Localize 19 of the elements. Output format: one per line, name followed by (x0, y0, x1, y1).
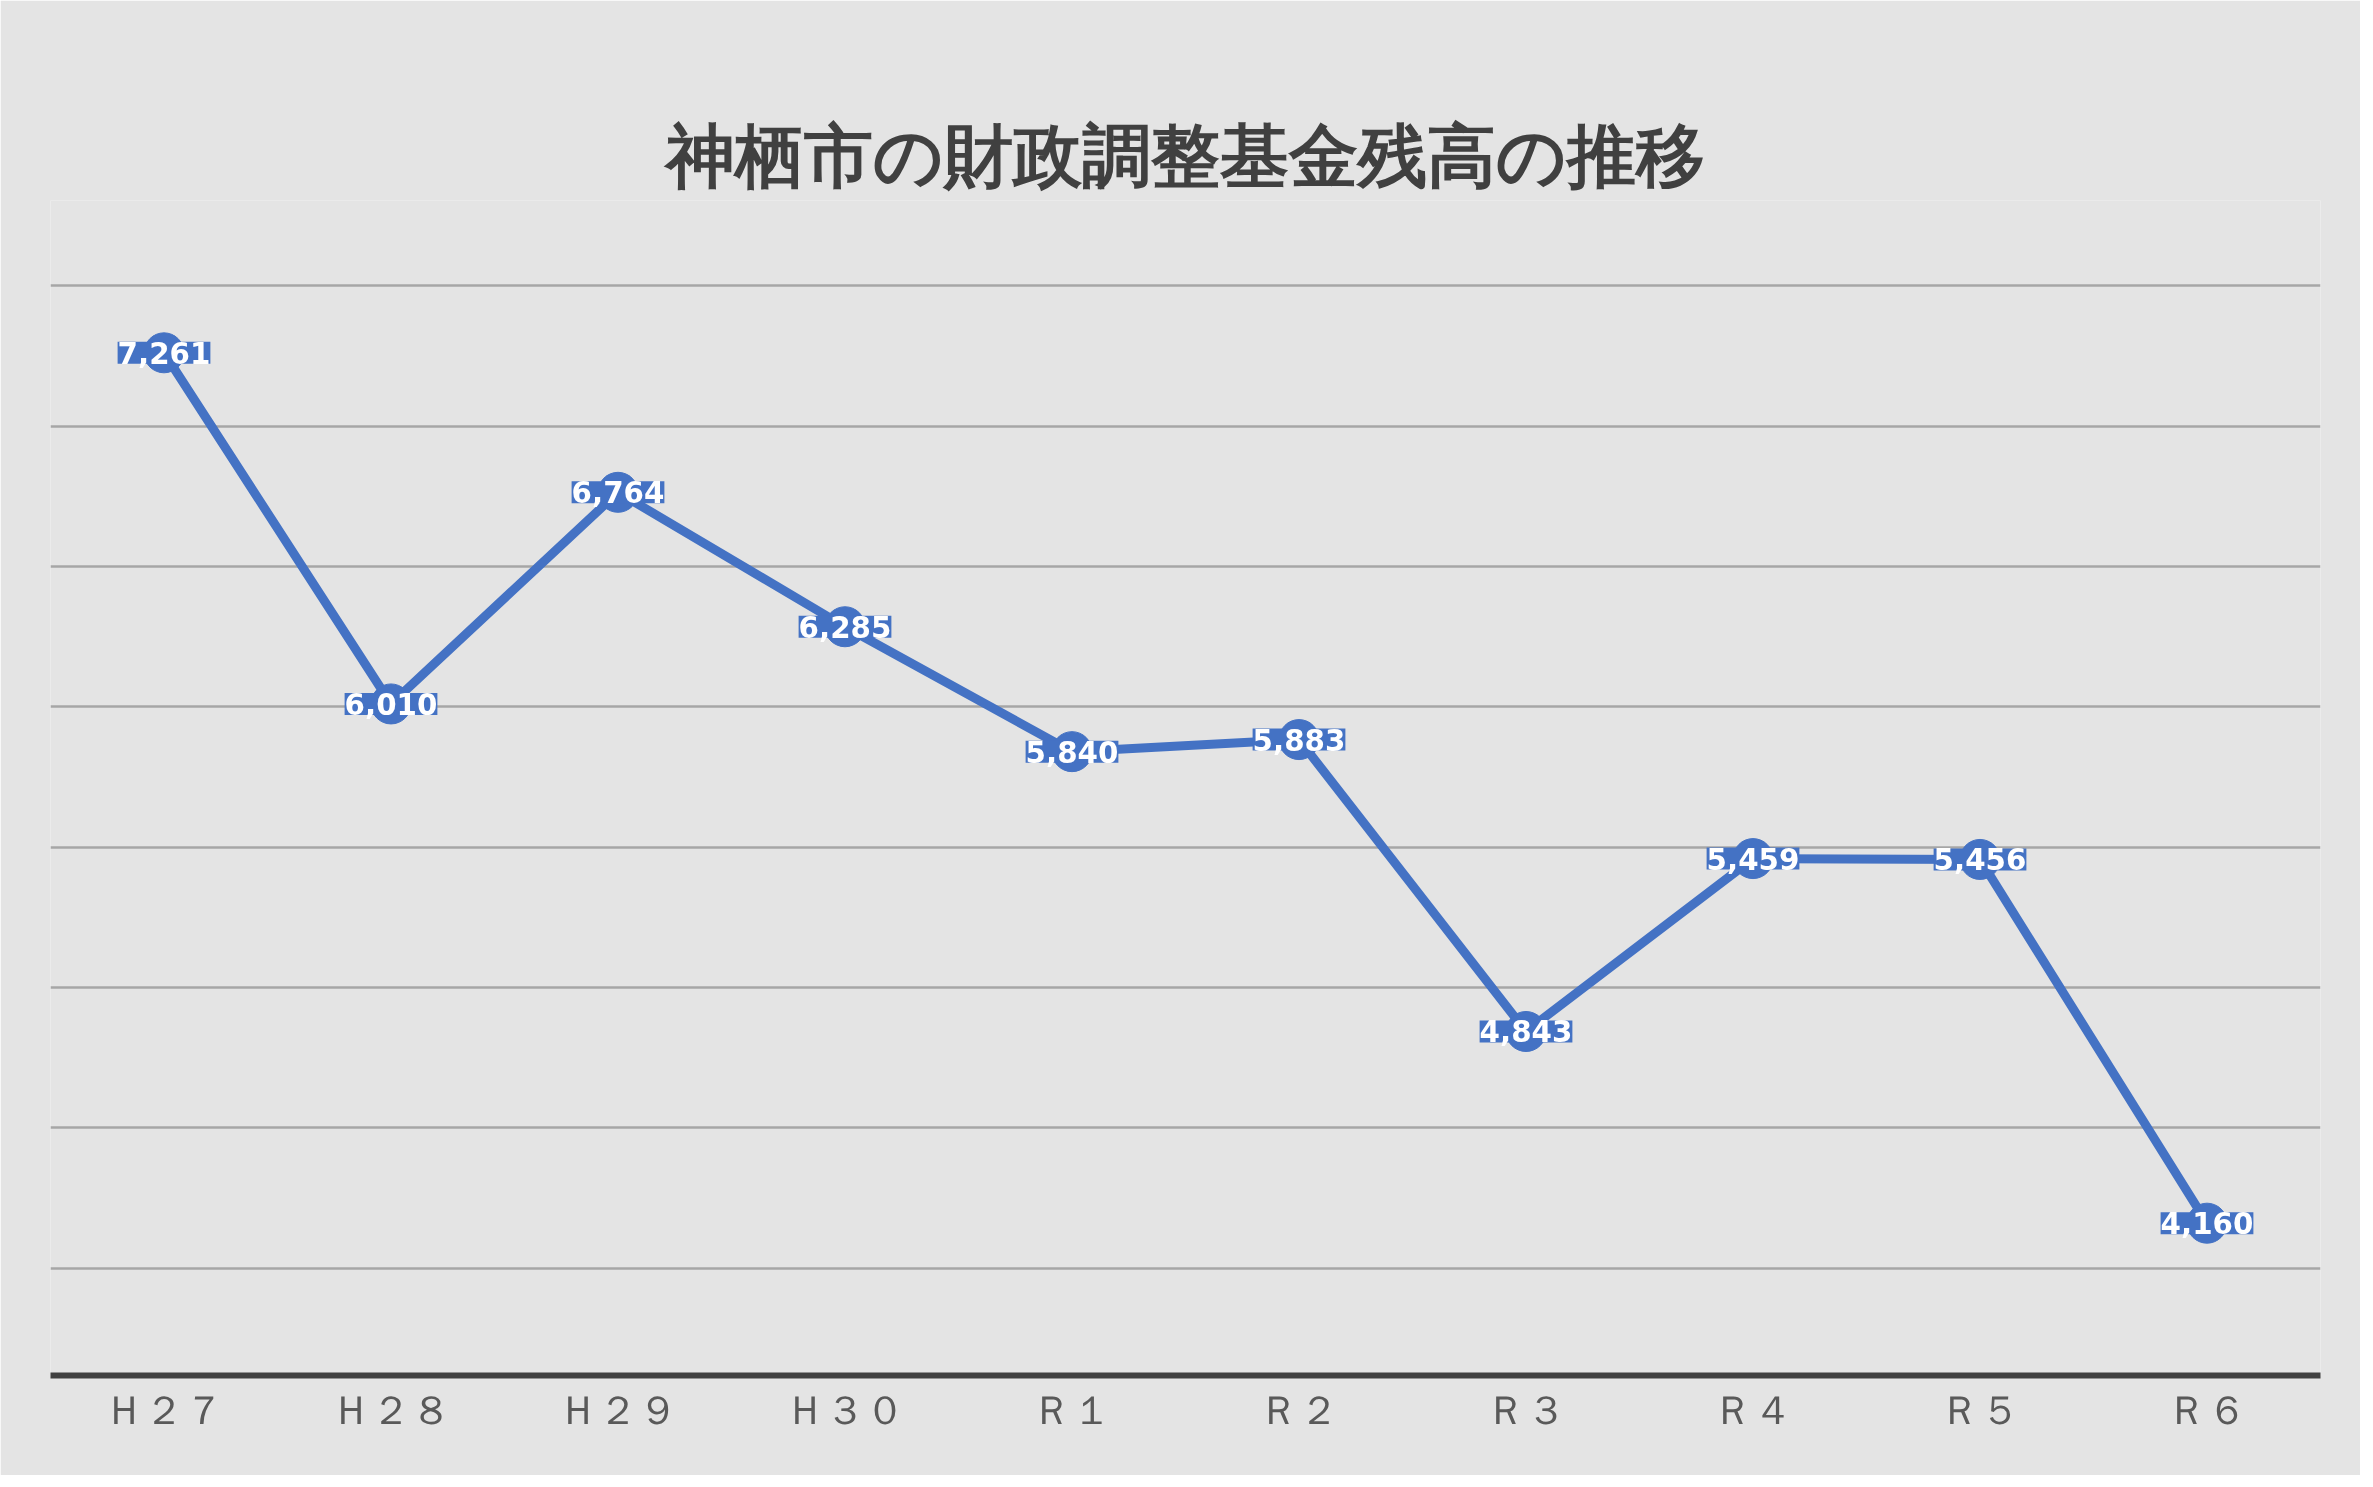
x-tick-label: Ｒ５ (1940, 1386, 2020, 1433)
data-label: 5,459 (1706, 842, 1800, 877)
x-tick-label: Ｈ２８ (331, 1386, 451, 1433)
x-tick-label: Ｈ２７ (104, 1386, 224, 1433)
data-label: 7,261 (117, 336, 211, 371)
data-label: 6,010 (344, 687, 438, 722)
x-tick-label: Ｒ４ (1713, 1386, 1793, 1433)
x-tick-label: Ｈ３０ (785, 1386, 905, 1433)
data-label: 5,883 (1252, 723, 1346, 758)
data-label: 6,285 (798, 610, 892, 645)
chart-title: 神栖市の財政調整基金残高の推移 (663, 115, 1705, 196)
data-label: 5,456 (1933, 843, 2027, 878)
data-label: 4,160 (2160, 1207, 2254, 1242)
x-tick-label: Ｒ１ (1032, 1386, 1112, 1433)
x-tick-label: Ｒ３ (1486, 1386, 1566, 1433)
x-tick-label: Ｒ２ (1259, 1386, 1339, 1433)
data-label: 5,840 (1025, 735, 1119, 770)
x-tick-label: Ｒ６ (2167, 1386, 2247, 1433)
x-tick-label: Ｈ２９ (558, 1386, 678, 1433)
